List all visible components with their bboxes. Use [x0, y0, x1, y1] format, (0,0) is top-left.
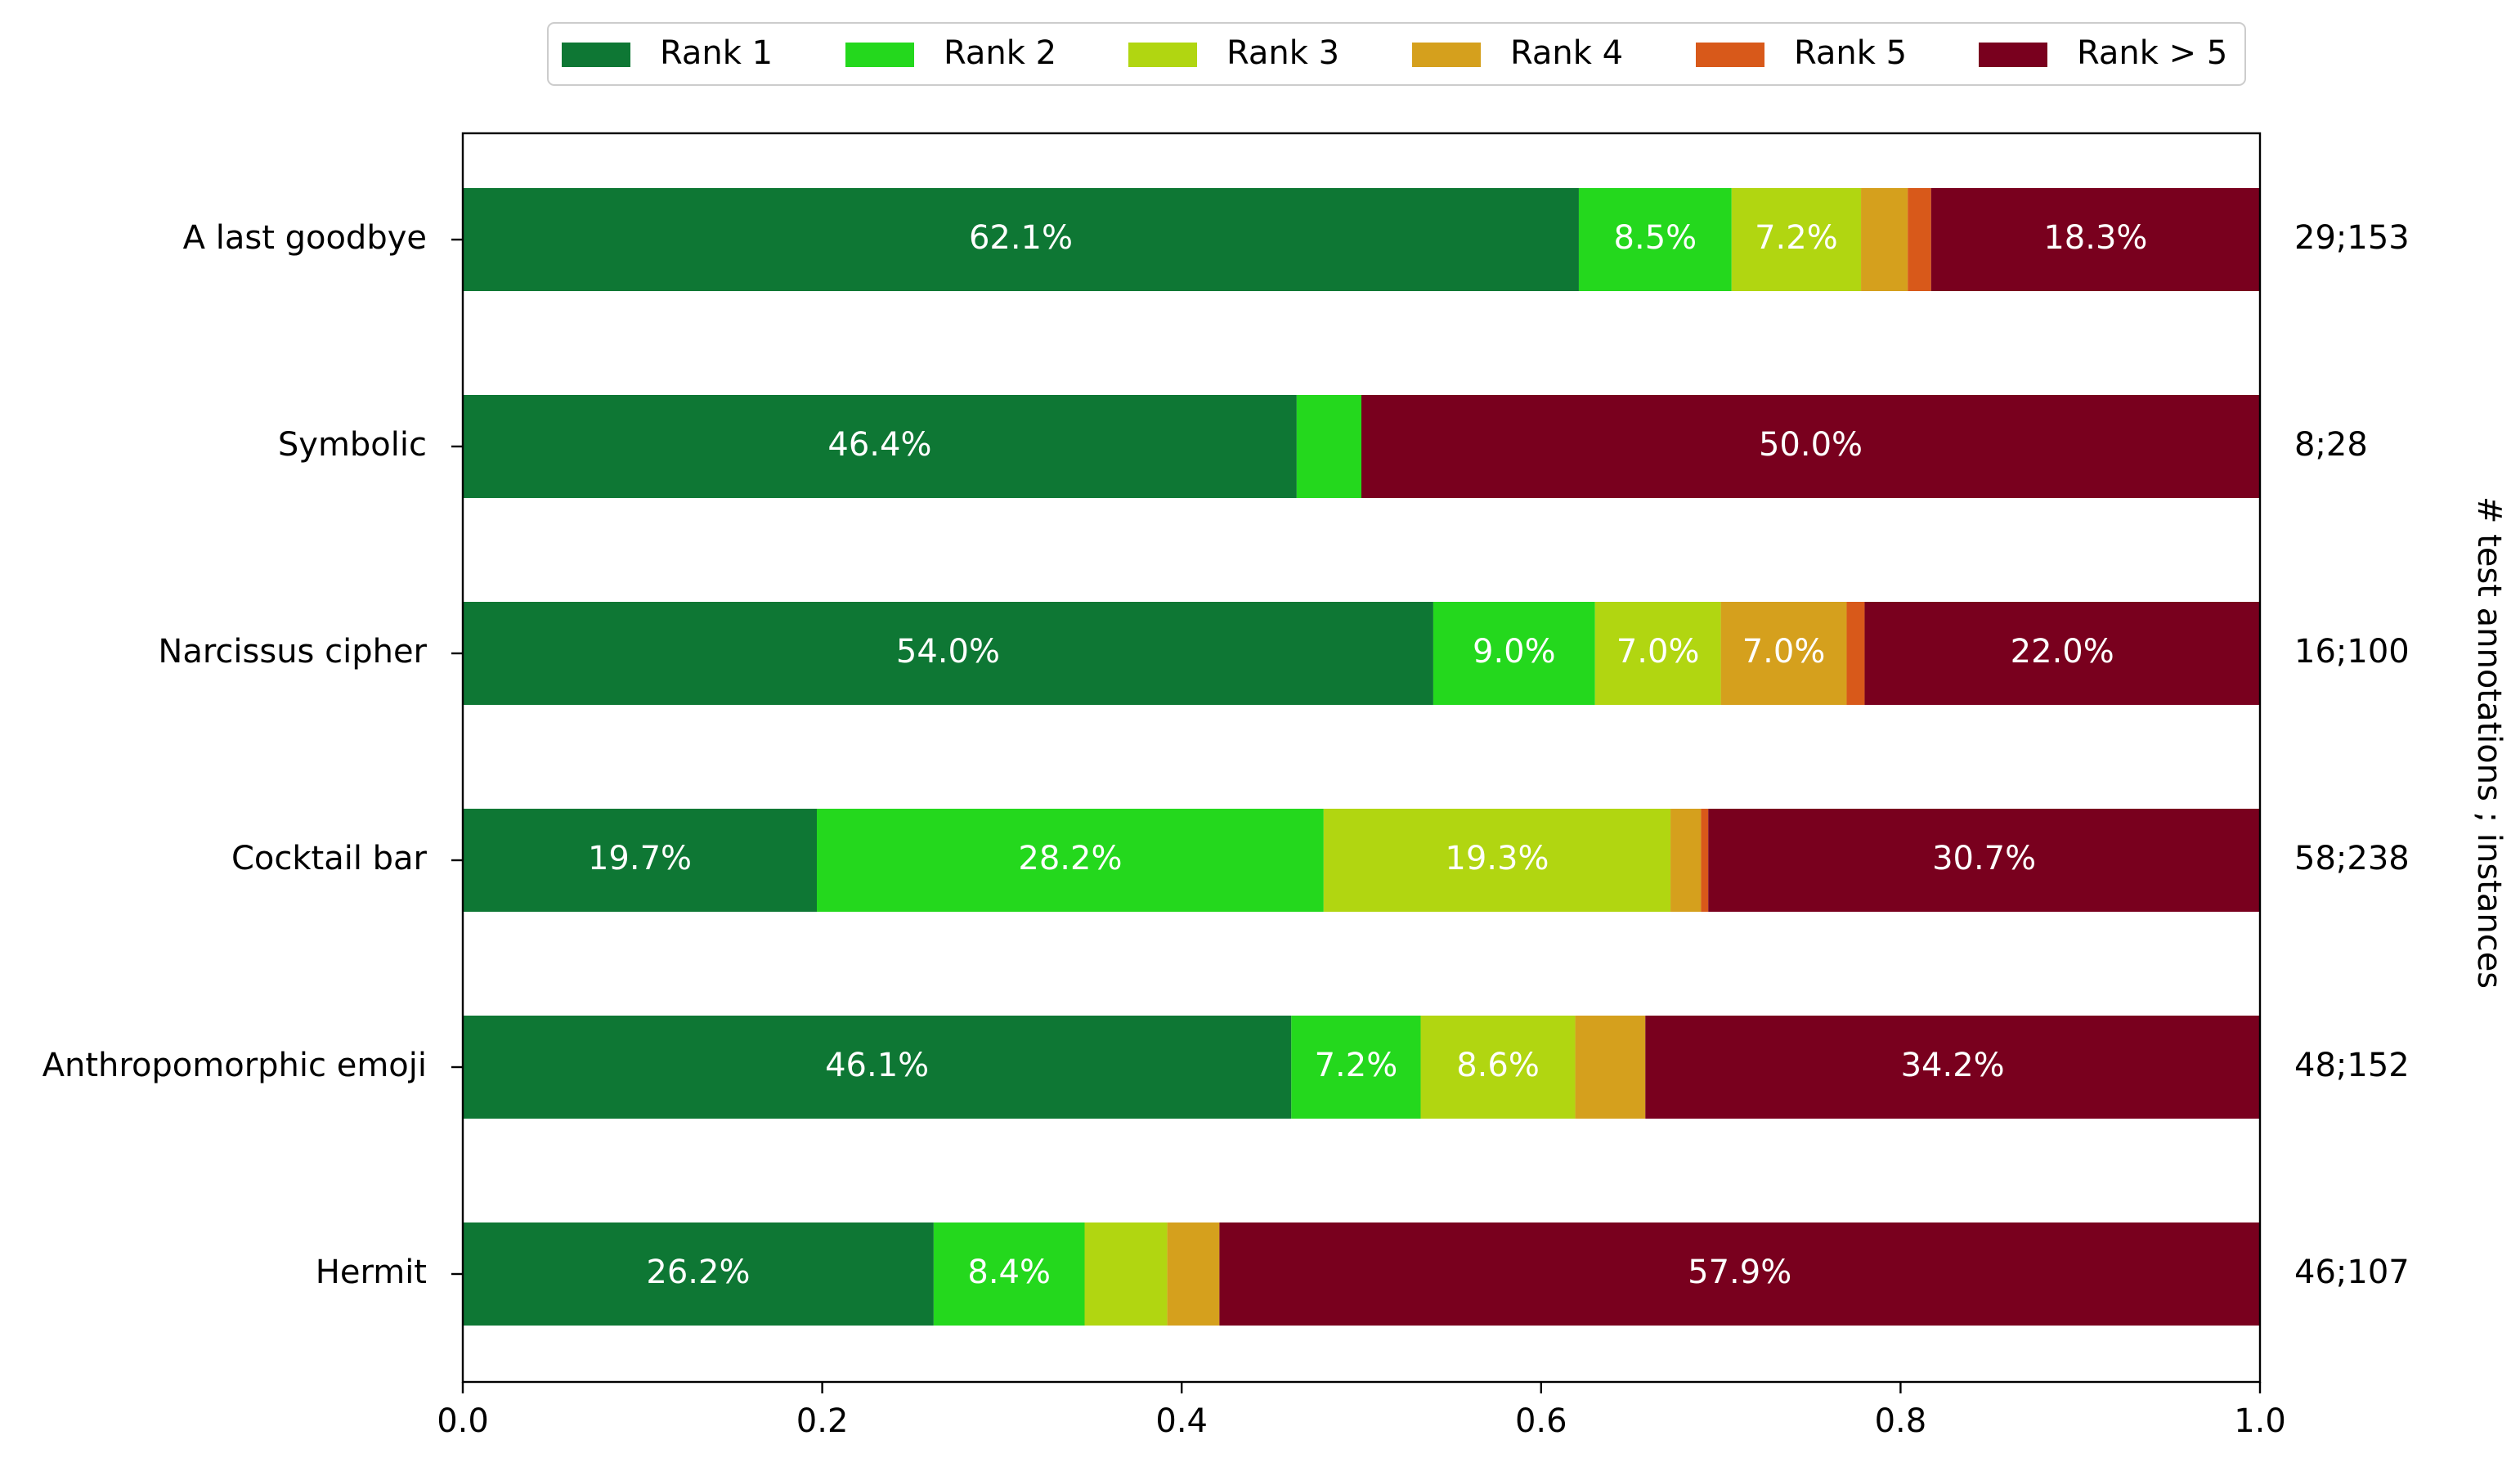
data-label: 8.6%: [1456, 1047, 1540, 1084]
category-label: Cocktail bar: [231, 840, 428, 877]
data-label: 46.1%: [825, 1047, 929, 1084]
legend-swatch: [845, 43, 914, 67]
data-label: 7.2%: [1755, 219, 1838, 257]
data-label: 28.2%: [1018, 840, 1122, 877]
bar-segment: [1219, 1222, 2260, 1326]
legend-label: Rank 4: [1510, 34, 1623, 72]
x-tick-label: 0.4: [1155, 1402, 1208, 1440]
legend-swatch: [1128, 43, 1197, 67]
bar-segment: [817, 809, 1324, 912]
data-label: 30.7%: [1932, 840, 2036, 877]
legend-swatch: [562, 43, 630, 67]
legend: Rank 1 Rank 2 Rank 3 Rank 4 Rank 5 Rank > 5: [547, 22, 2246, 86]
category-label: Narcissus cipher: [158, 633, 427, 671]
data-label: 34.2%: [1901, 1047, 2005, 1084]
bar-segment: [463, 395, 1297, 498]
plot-frame: [461, 132, 2262, 1384]
bar-segment: [1167, 1222, 1220, 1326]
legend-swatch: [1979, 43, 2047, 67]
bar-segment: [933, 1222, 1085, 1326]
bar-segment: [1846, 602, 1865, 705]
data-label: 19.7%: [588, 840, 692, 877]
bar-segment: [1291, 1016, 1421, 1119]
bar-segment: [463, 1222, 934, 1326]
data-label: 9.0%: [1473, 633, 1556, 671]
bar-segment: [1861, 188, 1908, 291]
bar-segment: [1930, 188, 2260, 291]
bar-segment: [1670, 809, 1702, 912]
legend-frame: [547, 22, 2246, 86]
x-axis: 0.0 0.2 0.4 0.6 0.8 1.0: [437, 1382, 2286, 1440]
legend-label: Rank 3: [1226, 34, 1339, 72]
data-label: 46.4%: [827, 426, 931, 464]
category-label: A last goodbye: [183, 219, 427, 257]
bar-segment: [1864, 602, 2260, 705]
count-label: 8;28: [2294, 426, 2368, 464]
bar-segment: [1323, 809, 1671, 912]
right-labels: 29;153 8;28 16;100 58;238 48;152 46;107: [2294, 219, 2410, 1291]
bar-segment: [1720, 602, 1847, 705]
bar-segment: [1433, 602, 1595, 705]
data-label: 19.3%: [1445, 840, 1549, 877]
bar-segment: [1708, 809, 2260, 912]
right-axis-label: # test annotations ; instances: [2470, 496, 2508, 989]
category-label: Hermit: [316, 1254, 427, 1291]
count-label: 16;100: [2294, 633, 2410, 671]
x-tick-label: 1.0: [2234, 1402, 2286, 1440]
data-label: 26.2%: [646, 1254, 750, 1291]
category-label: Anthropomorphic emoji: [43, 1047, 427, 1084]
bar-segment: [1361, 395, 2260, 498]
data-label: 18.3%: [2043, 219, 2147, 257]
x-tick-label: 0.8: [1875, 1402, 1927, 1440]
bar-segment: [463, 1016, 1292, 1119]
bar-segment: [463, 602, 1433, 705]
data-label: 7.0%: [1742, 633, 1826, 671]
count-label: 46;107: [2294, 1254, 2410, 1291]
count-label: 29;153: [2294, 219, 2410, 257]
count-label: 48;152: [2294, 1047, 2410, 1084]
x-tick-label: 0.2: [796, 1402, 849, 1440]
bar-segment: [1578, 188, 1732, 291]
x-tick-label: 0.6: [1515, 1402, 1567, 1440]
data-label: 54.0%: [896, 633, 1000, 671]
bar-segment: [1594, 602, 1721, 705]
legend-label: Rank 2: [944, 34, 1056, 72]
data-label: 57.9%: [1688, 1254, 1791, 1291]
bar-segment: [1575, 1016, 1646, 1119]
data-label: 8.5%: [1614, 219, 1697, 257]
category-label: Symbolic: [278, 426, 427, 464]
legend-label: Rank 5: [1794, 34, 1907, 72]
x-tick-label: 0.0: [437, 1402, 489, 1440]
bars: 62.1% 8.5% 7.2% 18.3% 46.4% 50.0% 54.0% 9.0% 7.0…: [463, 188, 2260, 1326]
bar-segment: [1645, 1016, 2260, 1119]
data-label: 22.0%: [2011, 633, 2114, 671]
data-label: 8.4%: [967, 1254, 1051, 1291]
legend-swatch: [1696, 43, 1764, 67]
legend-label: Rank > 5: [2077, 34, 2227, 72]
bar-segment: [1084, 1222, 1168, 1326]
legend-swatch: [1412, 43, 1481, 67]
bar-segment: [1420, 1016, 1576, 1119]
bar-segment: [463, 188, 1579, 291]
data-label: 7.2%: [1315, 1047, 1398, 1084]
bar-segment: [463, 809, 818, 912]
y-axis: A last goodbye Symbolic Narcissus cipher Co…: [43, 219, 463, 1291]
bar-segment: [1908, 188, 1931, 291]
data-label: 62.1%: [969, 219, 1073, 257]
count-label: 58;238: [2294, 840, 2410, 877]
data-label: 50.0%: [1759, 426, 1863, 464]
bar-segment: [1731, 188, 1862, 291]
legend-label: Rank 1: [660, 34, 773, 72]
bar-segment: [1701, 809, 1709, 912]
bar-segment: [1296, 395, 1361, 498]
data-label: 7.0%: [1616, 633, 1700, 671]
